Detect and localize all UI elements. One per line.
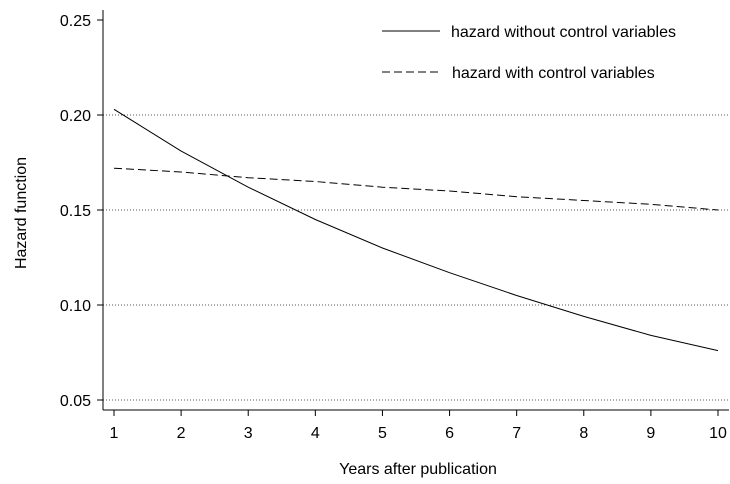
y-tick-label: 0.20 xyxy=(60,108,91,125)
legend-label-2: hazard with control variables xyxy=(452,65,655,82)
y-tick-label: 0.25 xyxy=(60,13,91,30)
series-line-1 xyxy=(113,108,719,352)
axes xyxy=(97,10,729,416)
legend: hazard without control variables hazard w… xyxy=(382,24,676,82)
x-tick-label: 10 xyxy=(709,425,727,442)
x-tick-label: 7 xyxy=(512,425,521,442)
x-tick-label: 9 xyxy=(646,425,655,442)
y-tick-label: 0.15 xyxy=(60,203,91,220)
grid-lines xyxy=(103,114,729,401)
x-tick-label: 4 xyxy=(311,425,320,442)
x-tick-label: 6 xyxy=(445,425,454,442)
y-axis-title: Hazard function xyxy=(13,157,30,269)
x-tick-label: 3 xyxy=(244,425,253,442)
y-tick-label: 0.10 xyxy=(60,298,91,315)
series-lines xyxy=(113,108,719,352)
tick-labels: 0.05 0.10 0.15 0.20 0.25 1 2 3 4 5 6 7 8 9 10 xyxy=(60,13,727,442)
x-tick-label: 8 xyxy=(579,425,588,442)
x-tick-label: 2 xyxy=(177,425,186,442)
legend-label-1: hazard without control variables xyxy=(451,24,676,41)
x-axis-title: Years after publication xyxy=(339,461,497,478)
x-tick-label: 1 xyxy=(110,425,119,442)
series-line-2 xyxy=(113,167,719,211)
y-tick-label: 0.05 xyxy=(60,393,91,410)
x-tick-label: 5 xyxy=(378,425,387,442)
